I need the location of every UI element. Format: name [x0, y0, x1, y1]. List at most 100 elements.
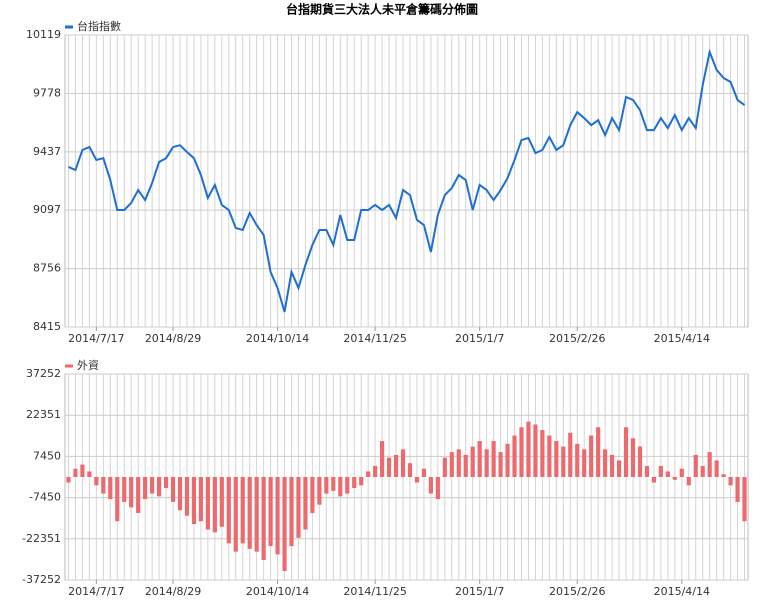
x-tick-label: 2015/2/26 [549, 585, 605, 598]
bar [324, 477, 329, 494]
bar [463, 454, 468, 477]
bar [143, 477, 148, 500]
bar [449, 452, 454, 477]
y-tick-label: 8415 [33, 320, 61, 333]
bar [345, 477, 350, 494]
plot-area [64, 34, 749, 328]
x-tick-label: 2014/10/14 [246, 585, 309, 598]
y-tick-label: -7450 [29, 491, 61, 504]
bar [554, 441, 559, 477]
bar [442, 457, 447, 477]
bar [393, 454, 399, 477]
bar [498, 452, 503, 477]
x-tick-label: 2014/7/17 [68, 585, 124, 598]
bar [582, 449, 587, 477]
bar [512, 435, 517, 477]
bar [526, 421, 531, 477]
bar [623, 427, 629, 477]
bar [163, 477, 169, 489]
bar [275, 477, 280, 555]
y-tick-label: 9437 [33, 145, 61, 158]
bar [359, 477, 364, 486]
bar [94, 477, 99, 486]
x-tick-label: 2015/4/14 [654, 585, 710, 598]
bar [129, 477, 134, 508]
bar [735, 477, 740, 502]
bar [700, 465, 705, 477]
bar [540, 429, 545, 477]
bar [191, 477, 197, 525]
bar [156, 477, 162, 497]
bar [366, 471, 371, 477]
bar [421, 468, 427, 477]
bar [338, 477, 343, 497]
x-tick-label: 2014/8/29 [145, 332, 201, 345]
bar [630, 438, 636, 477]
bar [533, 424, 538, 477]
x-tick-label: 2015/4/14 [654, 332, 710, 345]
y-tick-label: -37252 [22, 573, 61, 586]
bar [212, 477, 217, 533]
bar [414, 477, 420, 483]
bar [136, 477, 141, 513]
bar [686, 477, 691, 486]
x-tick-label: 2014/7/17 [68, 332, 124, 345]
bar [247, 477, 252, 549]
bar [205, 477, 210, 530]
y-tick-label: -22351 [22, 532, 61, 545]
bar [331, 477, 336, 491]
x-tick-label: 2015/2/26 [549, 332, 605, 345]
bar [707, 452, 712, 477]
bar [477, 441, 482, 477]
bar [742, 477, 747, 522]
bar [80, 464, 85, 477]
bar [693, 454, 698, 477]
bar [547, 435, 552, 477]
chart-title: 台指期貨三大法人未平倉籌碼分佈圖 [286, 2, 478, 17]
bar [87, 471, 92, 477]
bar [575, 443, 580, 477]
bar [728, 477, 733, 486]
bar [282, 477, 287, 572]
bar [310, 477, 315, 513]
bar [101, 477, 106, 494]
bar [226, 477, 231, 544]
bar [679, 468, 684, 477]
bar [66, 477, 71, 483]
bar [665, 471, 670, 477]
bar [177, 477, 183, 511]
bar [428, 477, 433, 494]
bar [721, 474, 726, 477]
bar [289, 477, 294, 547]
bar [373, 465, 378, 477]
bar [658, 465, 663, 477]
bar [317, 477, 322, 505]
bar [240, 477, 245, 544]
bar [115, 477, 120, 522]
y-tick-label: 7450 [33, 449, 61, 462]
x-tick-label: 2014/10/14 [246, 332, 309, 345]
bar [261, 477, 266, 560]
bar [170, 477, 176, 502]
x-tick-label: 2014/8/29 [145, 585, 201, 598]
y-tick-label: 9778 [33, 86, 61, 99]
x-tick-label: 2014/11/25 [343, 332, 406, 345]
bar [470, 446, 475, 477]
y-tick-label: 9097 [33, 203, 61, 216]
bar [505, 443, 510, 477]
bar [484, 449, 489, 477]
x-tick-label: 2015/1/7 [455, 332, 504, 345]
bar [435, 477, 440, 500]
bar [616, 460, 622, 477]
bar [651, 477, 657, 483]
x-tick-label: 2015/1/7 [455, 585, 504, 598]
legend-label: 台指指數 [77, 19, 121, 33]
bar [268, 477, 273, 547]
bar [254, 477, 259, 552]
bar [610, 454, 615, 477]
bar [198, 477, 203, 522]
y-tick-label: 8756 [33, 262, 61, 275]
bar [122, 477, 127, 502]
x-tick-label: 2014/11/25 [343, 585, 406, 598]
